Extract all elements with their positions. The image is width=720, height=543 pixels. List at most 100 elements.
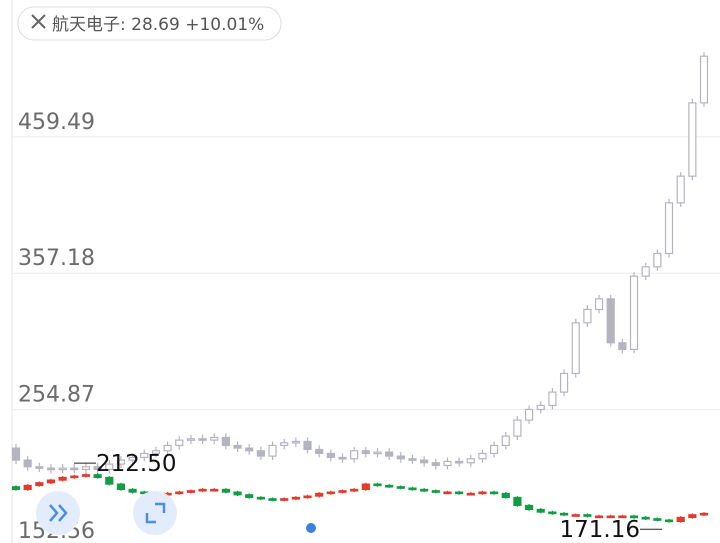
candle-body <box>653 252 662 268</box>
legend-price: 28.69 <box>131 15 180 35</box>
candle-body <box>606 298 615 344</box>
grid <box>12 136 720 411</box>
candle-body <box>361 483 370 491</box>
candle-body <box>478 491 487 495</box>
candle-body <box>245 447 254 452</box>
candle-body <box>490 444 499 455</box>
y-tick-label: 357.18 <box>18 246 95 271</box>
candle-body <box>210 488 219 492</box>
close-icon[interactable] <box>31 14 46 29</box>
candle-body <box>58 476 67 481</box>
candle-body <box>524 504 534 511</box>
candle-body <box>664 519 674 523</box>
candle-body <box>58 467 67 471</box>
candle-body <box>23 459 32 468</box>
candle-body <box>396 486 405 489</box>
candle-body <box>699 512 709 516</box>
candle-body <box>676 516 685 523</box>
candle-body <box>606 515 615 519</box>
candle-body <box>350 488 359 492</box>
candle-body <box>385 451 394 457</box>
candle-body <box>11 486 21 491</box>
legend-text: 航天电子: 28.69 +10.01% <box>52 15 264 35</box>
candle-body <box>373 451 382 455</box>
candle-body <box>548 511 557 515</box>
candle-body <box>559 372 569 393</box>
candle-body <box>408 458 417 461</box>
candle-body <box>641 516 650 520</box>
candle-body <box>163 444 172 452</box>
candle-body <box>256 450 265 457</box>
candle-body <box>256 496 265 500</box>
candle-body <box>524 408 534 421</box>
candle-body <box>490 491 499 495</box>
candle-body <box>466 458 475 464</box>
candle-body <box>116 459 126 465</box>
candle-body <box>536 508 545 513</box>
candle-body <box>303 495 312 499</box>
legend-pill <box>17 6 282 41</box>
candle-body <box>280 442 289 447</box>
candle-body <box>105 476 114 485</box>
candle-body <box>35 466 44 469</box>
candle-body <box>70 467 79 471</box>
candle-body <box>431 462 440 467</box>
candle-body <box>676 175 685 204</box>
fullscreen-button[interactable] <box>133 491 177 535</box>
candle-body <box>268 498 277 501</box>
candle-body <box>548 391 557 407</box>
candle-body <box>35 482 44 487</box>
annotation-label: 171.16 <box>560 517 640 543</box>
candle-body <box>618 515 627 519</box>
candle-body <box>186 438 196 441</box>
candle-body <box>81 474 91 477</box>
candle-body <box>198 438 207 441</box>
candle-body <box>210 436 219 441</box>
button-bg <box>133 491 177 535</box>
candle-body <box>268 444 277 457</box>
candle-body <box>291 496 300 500</box>
candle-body <box>198 488 207 492</box>
candle-body <box>233 491 242 496</box>
y-tick-label: 254.87 <box>18 383 95 408</box>
candle-body <box>93 474 102 479</box>
candle-body <box>315 492 324 497</box>
candle-body <box>455 460 464 464</box>
candle-body <box>46 467 56 471</box>
candle-body <box>186 490 196 493</box>
page-indicator[interactable] <box>306 523 316 533</box>
candle-body <box>70 475 79 479</box>
candle-body <box>618 342 627 351</box>
candle-body <box>116 483 126 491</box>
candle-body <box>513 496 522 507</box>
legend[interactable]: 航天电子: 28.69 +10.01% <box>17 6 282 41</box>
candle-body <box>221 436 230 447</box>
candle-body <box>629 275 639 351</box>
legend-change: +10.01% <box>185 15 264 35</box>
candle-body <box>594 515 604 519</box>
candle-body <box>536 404 545 411</box>
candle-body <box>455 491 464 495</box>
candle-body <box>408 487 417 491</box>
candle-body <box>420 488 429 492</box>
candle-body <box>361 450 370 455</box>
candle-body <box>338 490 347 493</box>
expand-button[interactable] <box>36 491 80 535</box>
candle-body <box>420 459 429 464</box>
candle-body <box>128 488 137 493</box>
candle-body <box>478 452 487 460</box>
y-tick-label: 459.49 <box>18 110 95 135</box>
candle-body <box>501 492 510 499</box>
candle-body <box>93 466 102 471</box>
candle-body <box>373 483 382 487</box>
candle-body <box>443 460 452 467</box>
candle-body <box>245 494 254 499</box>
candle-body <box>664 202 674 255</box>
legend-name: 航天电子: <box>52 15 126 35</box>
candle-body <box>326 452 335 459</box>
candle-body <box>291 440 300 444</box>
candle-body <box>326 491 335 495</box>
fullscreen-icon <box>145 502 166 524</box>
candle-body <box>653 518 662 521</box>
